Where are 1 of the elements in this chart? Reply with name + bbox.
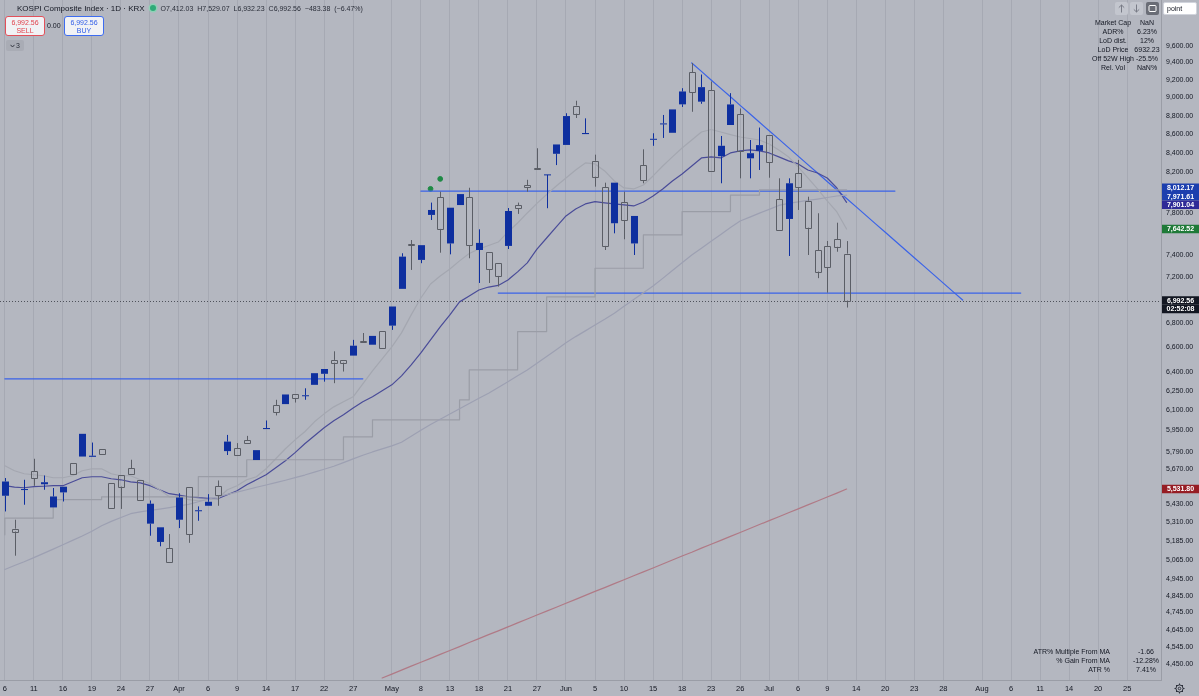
chart-title: KOSPI Composite Index · 1D · KRX bbox=[17, 3, 145, 13]
